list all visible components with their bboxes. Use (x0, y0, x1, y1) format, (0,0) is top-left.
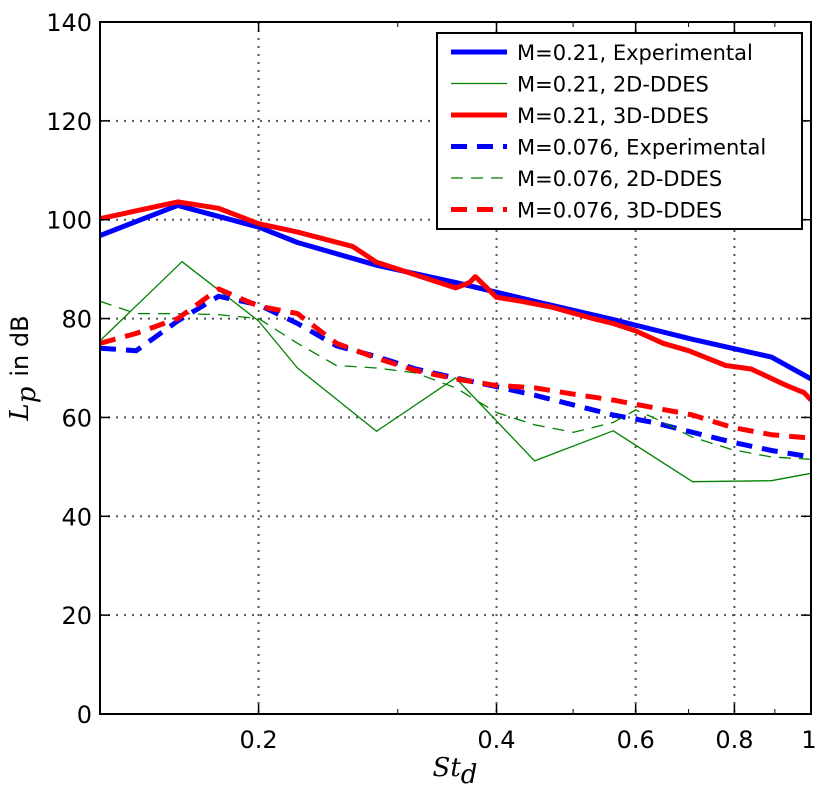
series-line-0 (100, 202, 811, 382)
y-axis-unit-text: in dB (6, 315, 34, 376)
y-tick-label: 40 (61, 503, 92, 531)
y-tick-label: 60 (61, 404, 92, 432)
x-axis-symbol: St (433, 753, 462, 783)
legend: M=0.21, Experimental M=0.21, 2D-DDES M=0.2… (436, 32, 803, 230)
legend-label: M=0.21, 3D-DDES (517, 104, 709, 128)
legend-label: M=0.21, Experimental (517, 41, 753, 65)
series-line-4 (100, 300, 811, 461)
x-tick-label: 0.6 (617, 726, 655, 754)
x-tick-label: 1 (801, 726, 816, 754)
x-axis-symbol-sub: d (461, 760, 478, 790)
y-tick-label: 20 (61, 602, 92, 630)
legend-label: M=0.076, 3D-DDES (517, 199, 722, 223)
y-tick-label: 0 (77, 701, 92, 729)
series-line-3 (100, 293, 811, 460)
x-axis-label: Std (433, 753, 478, 790)
x-tick-label: 0.2 (240, 726, 278, 754)
y-axis-symbol: L (5, 403, 35, 421)
series-line-1 (100, 261, 811, 483)
y-tick-label: 80 (61, 306, 92, 334)
series-lines (100, 199, 811, 483)
y-tick-label: 100 (46, 207, 92, 235)
legend-label: M=0.076, 2D-DDES (517, 167, 722, 191)
series-line-5 (100, 286, 811, 441)
y-tick-label: 120 (46, 108, 92, 136)
y-axis-label: Lp in dB (5, 315, 42, 421)
x-tick-label: 0.4 (477, 726, 515, 754)
axis-ticks: 0 20 40 60 80 100 120 140 0.2 0.4 0.6 0.8 1 (46, 9, 816, 754)
series-line-2 (100, 199, 811, 402)
plot-frame (99, 21, 812, 715)
legend-label: M=0.076, Experimental (517, 136, 766, 160)
x-tick-label: 0.8 (715, 726, 753, 754)
legend-label: M=0.21, 2D-DDES (517, 73, 709, 97)
y-tick-label: 140 (46, 9, 92, 37)
y-axis-symbol-sub: p (12, 386, 42, 403)
legend-box (436, 32, 803, 230)
